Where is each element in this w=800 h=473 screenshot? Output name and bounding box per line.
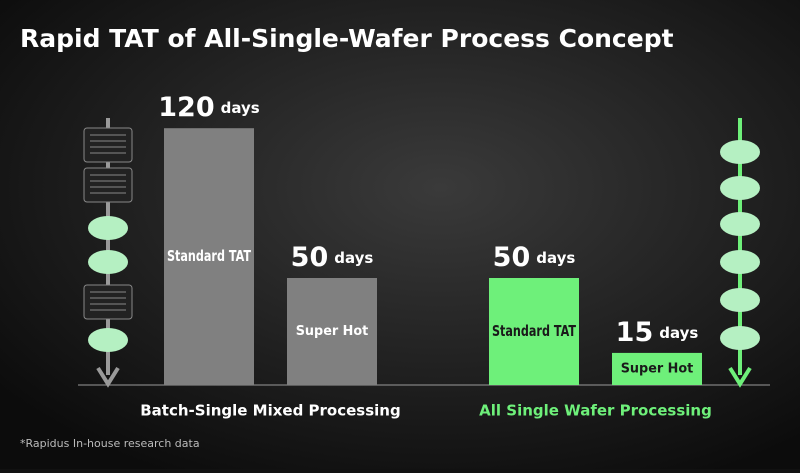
- bar-category-label: Standard TAT: [167, 247, 252, 265]
- value-unit: days: [221, 99, 260, 117]
- value-number: 15: [616, 316, 654, 347]
- series-label: All Single Wafer Processing: [479, 402, 712, 420]
- series-label: Batch-Single Mixed Processing: [140, 402, 400, 420]
- bar-category-label: Standard TAT: [492, 322, 577, 340]
- value-label: 15 days: [616, 316, 699, 347]
- bar: [612, 352, 702, 385]
- value-unit: days: [536, 249, 575, 267]
- value-number: 50: [493, 242, 531, 273]
- right-process-icon: [720, 118, 760, 388]
- bar-category-label: Super Hot: [296, 324, 369, 339]
- bar: [489, 278, 579, 385]
- footnote: *Rapidus In-house research data: [20, 437, 200, 450]
- value-number: 120: [158, 92, 214, 123]
- left-process-icon: [83, 118, 133, 388]
- value-number: 50: [291, 242, 329, 273]
- chart-title: Rapid TAT of All-Single-Wafer Process Co…: [20, 24, 674, 53]
- bar-category-label: Super Hot: [621, 361, 694, 376]
- value-unit: days: [334, 249, 373, 267]
- value-label: 50 days: [493, 242, 576, 273]
- value-label: 120 days: [158, 92, 260, 123]
- value-unit: days: [659, 323, 698, 341]
- bar: [287, 278, 377, 385]
- value-label: 50 days: [291, 242, 374, 273]
- bar: [164, 128, 254, 385]
